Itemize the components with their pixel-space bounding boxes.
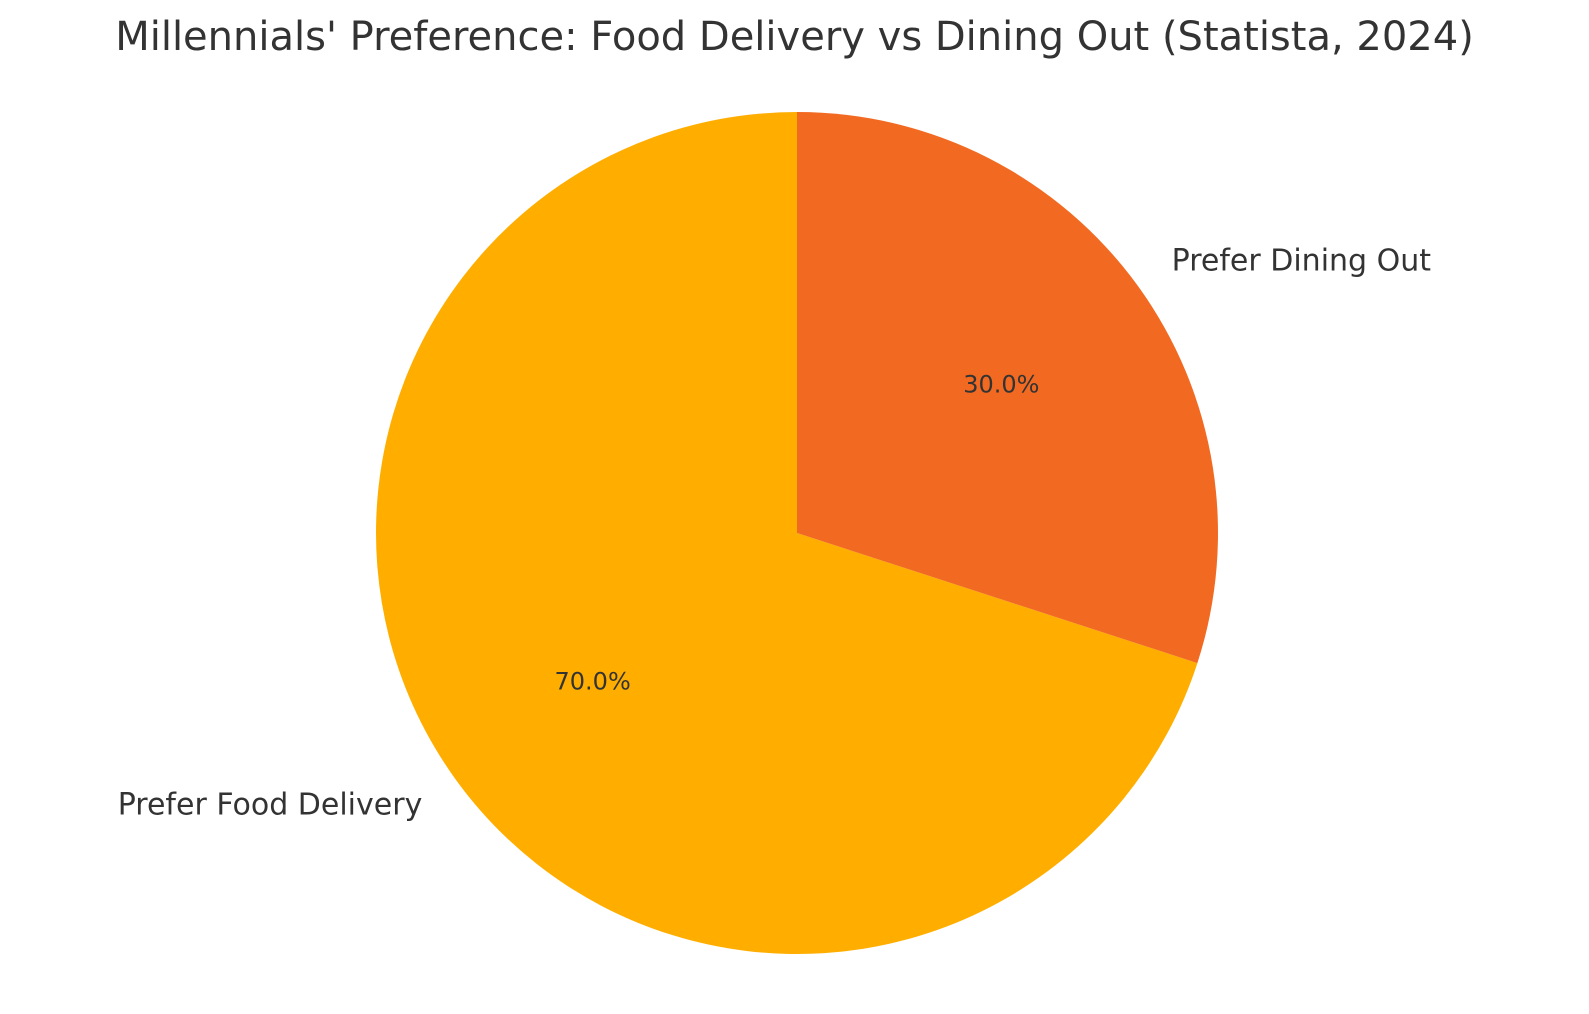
slice-label-prefer-food-delivery: Prefer Food Delivery	[118, 788, 423, 823]
pie-slice-prefer-food-delivery	[375, 112, 1198, 954]
pct-label-prefer-food-delivery: 70.0%	[555, 667, 631, 695]
chart-title: Millennials' Preference: Food Delivery v…	[115, 14, 1474, 60]
pct-label-prefer-dining-out: 30.0%	[963, 371, 1039, 399]
pie-slice-prefer-dining-out	[797, 112, 1218, 664]
slice-label-prefer-dining-out: Prefer Dining Out	[1172, 243, 1432, 278]
pie-labels: Prefer Food Delivery 70.0% Prefer Dining O…	[118, 243, 1432, 822]
pie-slices	[375, 112, 1218, 954]
